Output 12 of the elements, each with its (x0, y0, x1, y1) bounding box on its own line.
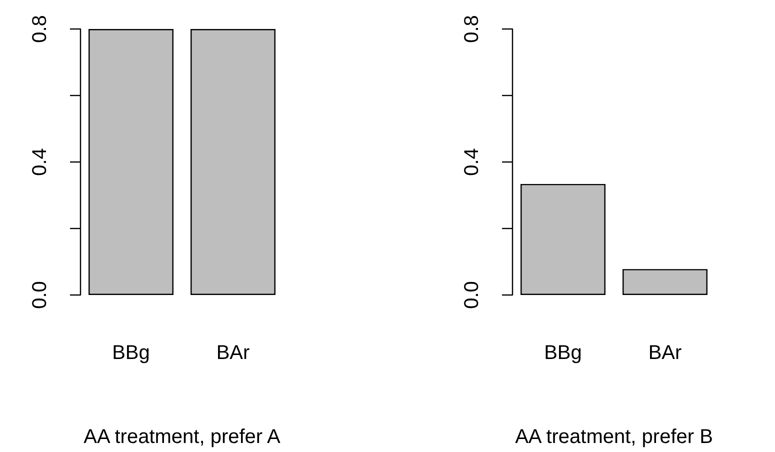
y-tick-label: 0.4 (461, 148, 483, 176)
y-tick-label: 0.4 (29, 148, 51, 176)
y-tick-label: 0.0 (461, 281, 483, 309)
y-tick-label: 0.8 (29, 15, 51, 43)
y-tick-label: 0.0 (29, 281, 51, 309)
x-tick-label: BBg (544, 342, 582, 364)
x-tick-label: BAr (216, 342, 250, 364)
x-axis-title: AA treatment, prefer A (84, 426, 282, 448)
x-tick-label: BBg (112, 342, 150, 364)
x-tick-label: BAr (648, 342, 682, 364)
y-tick-label: 0.8 (461, 15, 483, 43)
x-axis-title: AA treatment, prefer B (515, 426, 713, 448)
